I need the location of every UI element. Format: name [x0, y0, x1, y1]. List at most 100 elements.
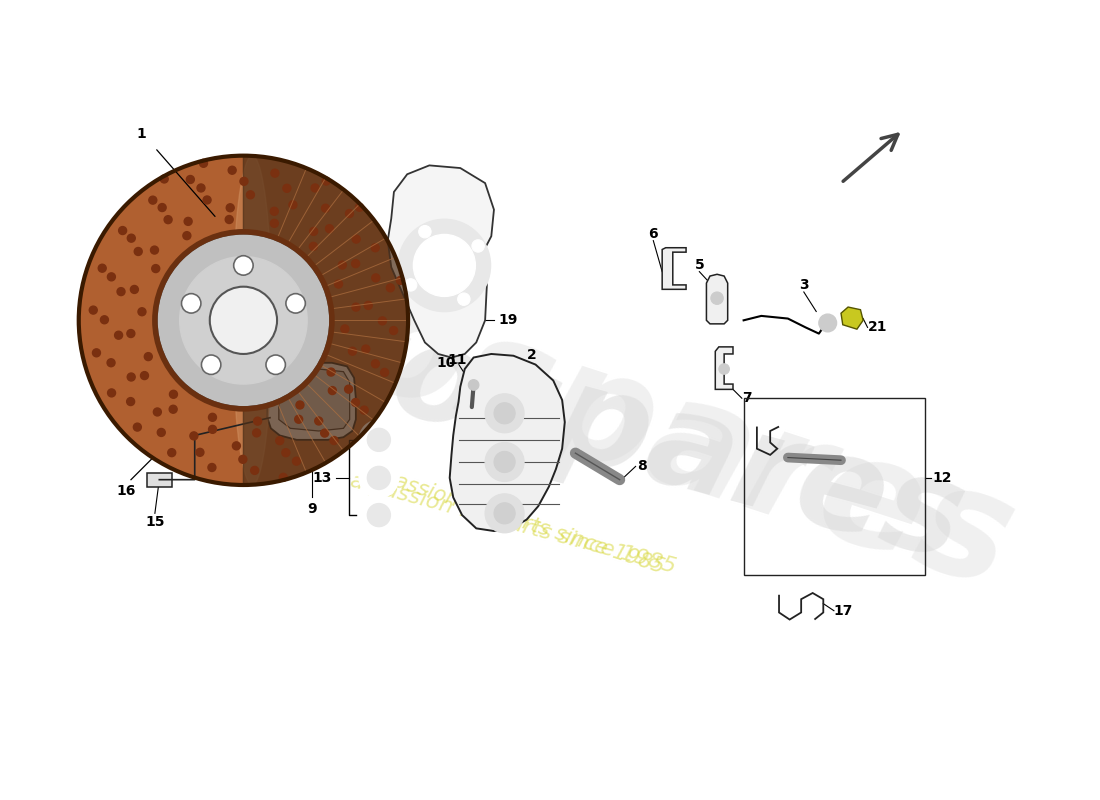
Circle shape: [341, 325, 349, 333]
Circle shape: [133, 423, 141, 431]
Circle shape: [228, 166, 236, 174]
Circle shape: [352, 235, 360, 243]
Circle shape: [108, 273, 115, 281]
Circle shape: [386, 284, 395, 292]
Text: 19: 19: [498, 314, 518, 327]
Circle shape: [283, 184, 290, 192]
Circle shape: [469, 380, 478, 390]
Circle shape: [494, 402, 515, 424]
Circle shape: [152, 265, 160, 273]
Circle shape: [327, 368, 336, 376]
Circle shape: [458, 293, 470, 306]
Text: 12: 12: [932, 471, 952, 485]
Circle shape: [107, 358, 116, 366]
Circle shape: [367, 428, 390, 451]
Circle shape: [184, 218, 192, 226]
Circle shape: [372, 360, 379, 368]
Text: 6: 6: [649, 226, 658, 241]
Circle shape: [378, 317, 386, 325]
Text: 16: 16: [117, 484, 136, 498]
Circle shape: [367, 466, 390, 490]
Circle shape: [494, 451, 515, 473]
Circle shape: [199, 159, 208, 167]
Circle shape: [321, 429, 329, 437]
Circle shape: [114, 331, 122, 339]
Circle shape: [226, 215, 233, 223]
Circle shape: [322, 177, 330, 185]
Polygon shape: [706, 274, 728, 324]
Circle shape: [92, 349, 100, 357]
Circle shape: [472, 240, 484, 252]
Circle shape: [158, 203, 166, 211]
Circle shape: [117, 288, 125, 295]
Circle shape: [711, 292, 724, 304]
Circle shape: [196, 448, 204, 456]
Ellipse shape: [232, 156, 272, 485]
Circle shape: [315, 417, 322, 425]
Circle shape: [339, 261, 346, 269]
Circle shape: [232, 442, 241, 450]
Text: 3: 3: [799, 278, 808, 292]
Circle shape: [344, 385, 353, 393]
Circle shape: [360, 458, 398, 498]
Circle shape: [286, 294, 306, 313]
Polygon shape: [243, 156, 408, 485]
Circle shape: [818, 314, 837, 332]
Circle shape: [372, 274, 379, 282]
Circle shape: [144, 353, 152, 361]
Circle shape: [131, 286, 139, 294]
Circle shape: [251, 466, 258, 474]
Circle shape: [210, 286, 277, 354]
Circle shape: [271, 207, 278, 215]
Circle shape: [197, 184, 205, 192]
Circle shape: [485, 442, 524, 482]
Circle shape: [494, 502, 515, 524]
Text: 17: 17: [834, 604, 854, 618]
Circle shape: [254, 417, 262, 425]
Circle shape: [279, 474, 287, 482]
Circle shape: [276, 437, 284, 445]
Circle shape: [295, 415, 302, 423]
Circle shape: [352, 398, 360, 406]
Circle shape: [367, 503, 390, 526]
Circle shape: [414, 234, 475, 297]
Text: a passion for parts since 1985: a passion for parts since 1985: [349, 470, 679, 577]
Circle shape: [151, 246, 158, 254]
Circle shape: [209, 426, 217, 434]
Circle shape: [326, 225, 333, 233]
Circle shape: [148, 196, 157, 204]
Circle shape: [201, 355, 221, 374]
Text: 21: 21: [868, 321, 887, 334]
Circle shape: [190, 432, 198, 440]
Text: 5: 5: [694, 258, 704, 272]
Circle shape: [396, 277, 405, 285]
Circle shape: [98, 264, 107, 272]
Circle shape: [381, 369, 388, 377]
Circle shape: [204, 196, 211, 204]
Circle shape: [330, 437, 338, 445]
Circle shape: [311, 184, 319, 192]
Circle shape: [282, 449, 289, 457]
Circle shape: [352, 303, 360, 311]
Polygon shape: [842, 307, 864, 329]
Polygon shape: [450, 354, 564, 531]
Circle shape: [398, 219, 491, 311]
Bar: [744, 398, 925, 575]
Circle shape: [296, 401, 304, 409]
Circle shape: [253, 429, 261, 437]
Text: a passion for parts since 1985: a passion for parts since 1985: [361, 462, 667, 578]
Circle shape: [183, 232, 191, 240]
Circle shape: [233, 256, 253, 275]
Text: 11: 11: [447, 354, 466, 367]
Circle shape: [208, 463, 216, 471]
Circle shape: [186, 175, 195, 183]
Circle shape: [360, 420, 398, 459]
Circle shape: [271, 169, 279, 177]
Circle shape: [345, 210, 353, 218]
Text: 1: 1: [136, 126, 146, 141]
Polygon shape: [662, 248, 686, 290]
Circle shape: [182, 294, 201, 313]
Circle shape: [126, 398, 134, 406]
Circle shape: [419, 226, 431, 238]
Text: eurospares: eurospares: [66, 180, 1031, 620]
